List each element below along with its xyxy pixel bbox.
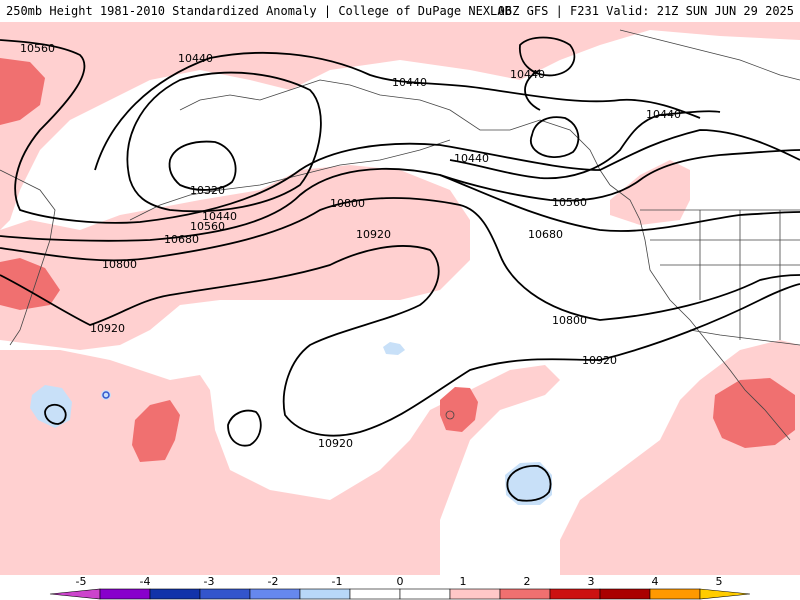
contour-10800-mid [0, 197, 800, 321]
colorbar-tick: 3 [588, 575, 595, 588]
anomaly-region-north [0, 22, 800, 230]
contour-10440-gulf-low [529, 116, 580, 158]
map-title: 250mb Height 1981-2010 Standardized Anom… [6, 4, 512, 18]
coastline-north-america [609, 184, 791, 441]
colorbar-swatch [249, 588, 301, 600]
height-contours [0, 36, 800, 502]
anomaly-max-central-pacific [132, 400, 180, 462]
contour-label: 10920 [582, 354, 617, 367]
colorbar-tick: 0 [397, 575, 404, 588]
colorbar-swatch [349, 588, 401, 600]
colorbar-tick: 5 [716, 575, 723, 588]
colorbar-swatch [499, 588, 551, 600]
contour-label: 10800 [330, 197, 365, 210]
contour-10440-inner [126, 71, 322, 213]
anomaly-positive-1-shading [0, 22, 800, 575]
contour-alaska-loop [524, 69, 541, 111]
border-us-states [650, 210, 800, 340]
contour-label: 10560 [552, 196, 587, 209]
contour-label: 10440 [178, 52, 213, 65]
colorbar-tick: 1 [460, 575, 467, 588]
contour-10920-small-loop [227, 409, 262, 447]
anomaly-map: 10560 10440 10440 10440 10440 10440 1032… [0, 22, 800, 575]
contour-10440-east [449, 110, 721, 180]
colorbar-tick: -3 [204, 575, 215, 588]
anomaly-min-south-pacific [505, 462, 552, 505]
colorbar-swatch [199, 588, 251, 600]
contour-label: 10920 [318, 437, 353, 450]
coastline-alaska [179, 79, 611, 186]
model-run-info: 06Z GFS | F231 Valid: 21Z SUN JUN 29 202… [497, 4, 794, 18]
contour-label: 10560 [20, 42, 55, 55]
contour-label: 10320 [190, 184, 225, 197]
contour-10440-loop-west [94, 51, 701, 171]
colorbar-tick: -1 [332, 575, 343, 588]
anomaly-max-hawaii [440, 387, 478, 432]
anomaly-max-alaska-west [0, 58, 45, 125]
colorbar-tick: -4 [140, 575, 151, 588]
contour-10320-low [168, 140, 237, 191]
anomaly-max-mexico [713, 378, 795, 448]
contour-label: 10440 [454, 152, 489, 165]
anomaly-region-west [0, 165, 470, 350]
contour-label: 10800 [552, 314, 587, 327]
colorbar-swatch [49, 588, 101, 600]
colorbar-swatch [649, 588, 701, 600]
contour-label: 10560 [190, 220, 225, 233]
contour-label: 10920 [356, 228, 391, 241]
anomaly-min-outlines [102, 391, 110, 399]
contour-label: 10920 [90, 322, 125, 335]
colorbar-swatch [549, 588, 601, 600]
colorbar-swatch [149, 588, 201, 600]
colorbar-tick: 2 [524, 575, 531, 588]
colorbar-swatch [99, 588, 151, 600]
coastline-hawaii [445, 410, 455, 420]
contour-label: 10800 [102, 258, 137, 271]
colorbar-swatch [599, 588, 651, 600]
colorbar-swatches [49, 588, 751, 600]
colorbar-tick: -5 [76, 575, 87, 588]
colorbar: -5 -4 -3 -2 -1 0 1 2 3 4 5 [49, 575, 751, 600]
anomaly-min-outline-small [102, 391, 110, 399]
coastlines [0, 29, 800, 441]
contour-10920-mid [0, 245, 800, 437]
colorbar-ticks: -5 -4 -3 -2 -1 0 1 2 3 4 5 [76, 575, 723, 588]
map-header: 250mb Height 1981-2010 Standardized Anom… [0, 0, 800, 22]
anomaly-region-nw-pacific-coast [610, 160, 690, 225]
contour-label: 10680 [164, 233, 199, 246]
contour-label: 10440 [202, 210, 237, 223]
colorbar-swatch [699, 588, 751, 600]
contour-10560-east [439, 149, 800, 202]
contour-10680-mid [0, 167, 800, 242]
colorbar-swatch [399, 588, 451, 600]
colorbar-swatch [449, 588, 501, 600]
border-us-mexico [689, 329, 800, 346]
colorbar-swatch [299, 588, 351, 600]
coastline-canada-arctic [619, 29, 800, 81]
contour-10440-alaska-high [519, 36, 576, 77]
contour-label: 10440 [510, 68, 545, 81]
anomaly-min-west-pacific [30, 385, 72, 428]
anomaly-max-kamchatka [0, 258, 60, 310]
contour-10560-northwest [0, 39, 800, 224]
contour-label: 10440 [646, 108, 681, 121]
anomaly-positive-2-shading [0, 58, 795, 462]
contour-labels: 10560 10440 10440 10440 10440 10440 1032… [20, 42, 681, 450]
contour-anomaly-min-west [44, 403, 67, 425]
anomaly-min-small-1 [383, 342, 405, 355]
coastline-aleutians [129, 139, 451, 221]
colorbar-tick: 4 [652, 575, 659, 588]
contour-label: 10440 [392, 76, 427, 89]
anomaly-region-southwest [0, 350, 560, 575]
contour-label: 10680 [528, 228, 563, 241]
contour-anomaly-min-south [506, 465, 552, 502]
colorbar-tick: -2 [268, 575, 279, 588]
